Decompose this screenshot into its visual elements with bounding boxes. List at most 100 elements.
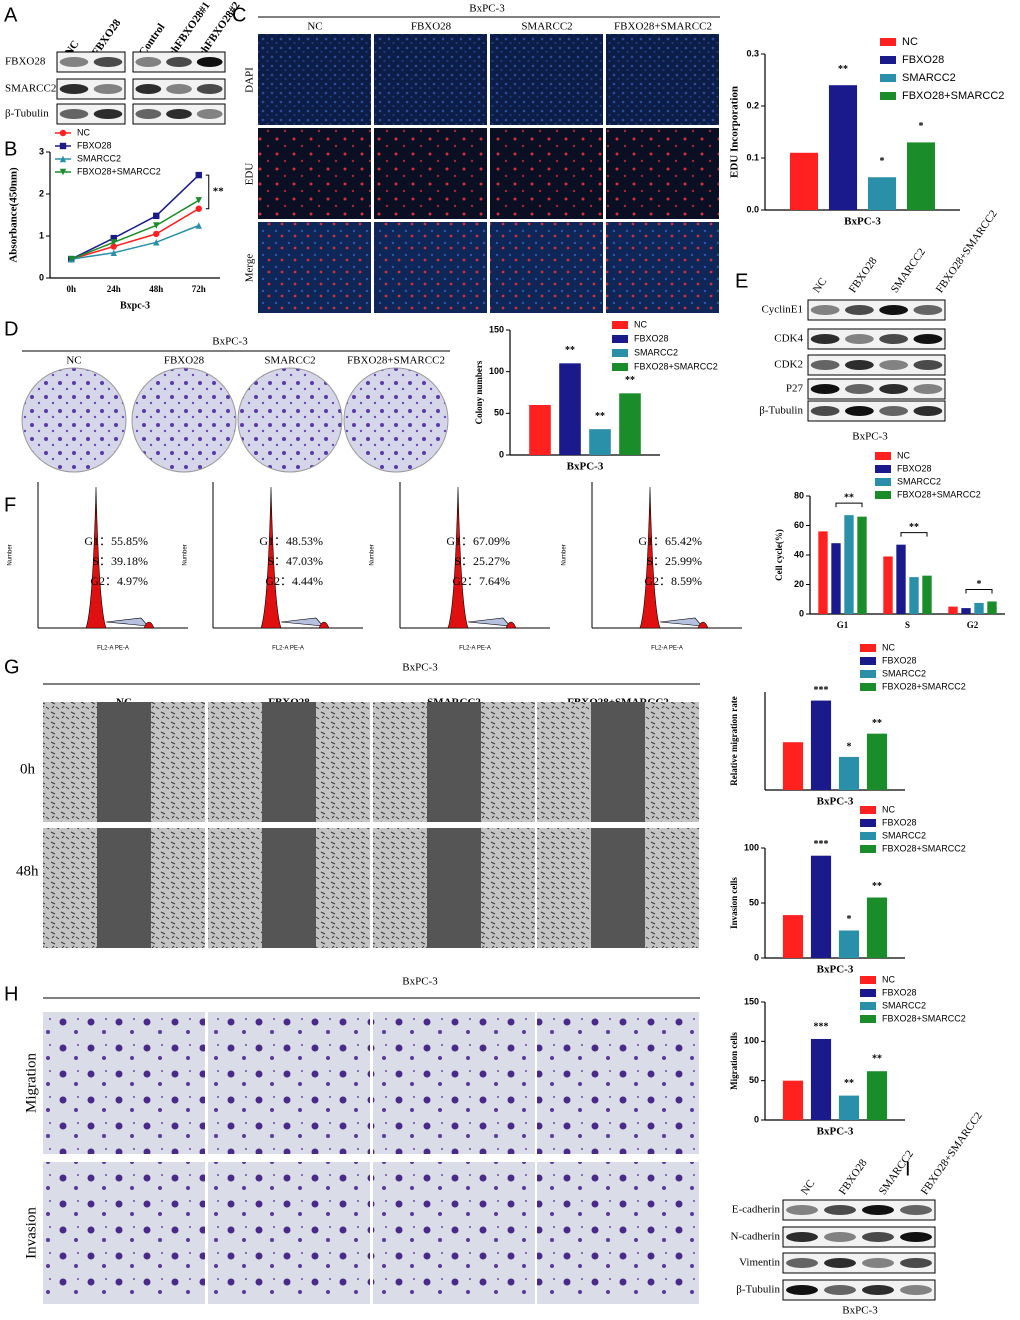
blot-band: [93, 84, 123, 94]
marker: [195, 171, 202, 179]
blot-band: [810, 406, 840, 416]
legend-label: FBXO28: [882, 655, 917, 665]
y-axis-label: Absorbance(450nm): [8, 167, 20, 263]
wound-gap: [591, 702, 645, 822]
y-axis-label: Relative migration rate: [729, 696, 739, 785]
bar: [789, 152, 819, 210]
wound-gap: [97, 828, 151, 948]
blot-band: [913, 305, 943, 315]
blot-frame: [782, 1252, 936, 1274]
micrograph: [258, 34, 371, 125]
legend-label: NC: [902, 36, 918, 48]
phase-percent: S：39.18%: [92, 554, 148, 568]
bar: [589, 429, 611, 455]
annotation: ***: [814, 685, 829, 696]
blot-band: [913, 360, 943, 370]
series-line: [71, 224, 200, 260]
row-label: 0h: [20, 761, 36, 777]
y-tick-label: 0: [499, 449, 504, 459]
legend-label: SMARCC2: [77, 153, 121, 163]
marker: [59, 129, 67, 137]
micrograph: [258, 128, 371, 219]
y-tick-label: 0: [799, 608, 804, 618]
row-label: 48h: [16, 863, 39, 879]
lane-label: FBXO28: [847, 255, 880, 295]
x-tick-label: 48h: [149, 284, 163, 294]
histogram-s: [280, 617, 324, 627]
legend-swatch: [875, 465, 891, 473]
micrograph: [373, 1012, 535, 1154]
bracket: [205, 174, 210, 210]
blot-frame: [782, 1199, 936, 1221]
lane-label: FBXO28+SMARCC2: [919, 1110, 985, 1197]
bar: [838, 1095, 860, 1120]
histogram-peak: [639, 486, 661, 629]
blot-band: [786, 1258, 818, 1268]
blot-band: [844, 334, 874, 344]
annotation: ***: [814, 839, 829, 850]
bracket: [900, 532, 928, 537]
culture-dish: [343, 367, 449, 473]
panel-letter: E: [735, 270, 748, 292]
micrograph: [537, 1012, 699, 1154]
wound-gap: [262, 702, 316, 822]
legend-swatch: [875, 491, 891, 499]
y-tick-label: 0.2: [746, 100, 759, 110]
micrograph: [606, 222, 719, 313]
x-tick-label: BxPC-3: [817, 1126, 854, 1138]
column-label: NC: [307, 21, 322, 33]
phase-percent: S：25.99%: [646, 554, 702, 568]
histogram-s: [105, 617, 149, 627]
bar: [948, 606, 958, 614]
annotation: *: [847, 914, 852, 925]
axis-label: FL2-A PE-A: [272, 646, 304, 652]
bar: [619, 393, 641, 455]
legend-label: FBXO28+SMARCC2: [882, 843, 966, 853]
legend-label: FBXO28+SMARCC2: [882, 681, 966, 691]
bar: [810, 855, 832, 958]
legend-label: NC: [634, 319, 647, 329]
blot-band: [166, 84, 192, 94]
bar: [866, 897, 888, 958]
blot-frame: [782, 1226, 936, 1248]
panel-title: BxPC-3: [212, 336, 248, 348]
blot-band: [810, 334, 840, 344]
x-tick-label: G1: [837, 620, 849, 630]
blot-band: [879, 384, 909, 394]
histogram-peak: [447, 486, 469, 629]
blot-band: [810, 360, 840, 370]
caption: BxPC-3: [852, 431, 888, 443]
bar: [961, 608, 971, 614]
axis-label: Number: [183, 544, 189, 565]
marker: [110, 234, 117, 242]
legend-swatch: [860, 832, 876, 840]
annotation: *: [880, 156, 885, 167]
blot-band: [862, 1205, 894, 1215]
marker: [153, 212, 160, 220]
blot-band: [913, 384, 943, 394]
bar: [810, 1038, 832, 1120]
phase-percent: G2：4.44%: [265, 574, 323, 588]
axis-label: Number: [562, 544, 568, 565]
row-label: Merge: [244, 254, 256, 283]
bar: [831, 543, 841, 614]
axis-label: FL2-A PE-A: [459, 646, 491, 652]
marker: [59, 142, 67, 150]
column-label: SMARCC2: [521, 21, 572, 33]
x-tick-label: S: [905, 620, 910, 630]
axis-label: FL2-A PE-A: [651, 646, 683, 652]
legend-swatch: [860, 1002, 876, 1010]
micrograph: [208, 1162, 370, 1304]
legend-label: FBXO28+SMARCC2: [882, 1013, 966, 1023]
bar: [883, 556, 893, 614]
blot-frame: [782, 1279, 936, 1301]
lane-label: FBXO28: [837, 1157, 870, 1197]
caption: BxPC-3: [842, 1305, 878, 1317]
blot-band: [900, 1258, 932, 1268]
legend-swatch: [860, 1015, 876, 1023]
panel-letter: F: [4, 494, 16, 516]
annotation: *: [977, 579, 982, 590]
bar: [867, 177, 897, 210]
histogram-g2: [143, 621, 155, 629]
legend-label: FBXO28+SMARCC2: [902, 90, 1004, 102]
